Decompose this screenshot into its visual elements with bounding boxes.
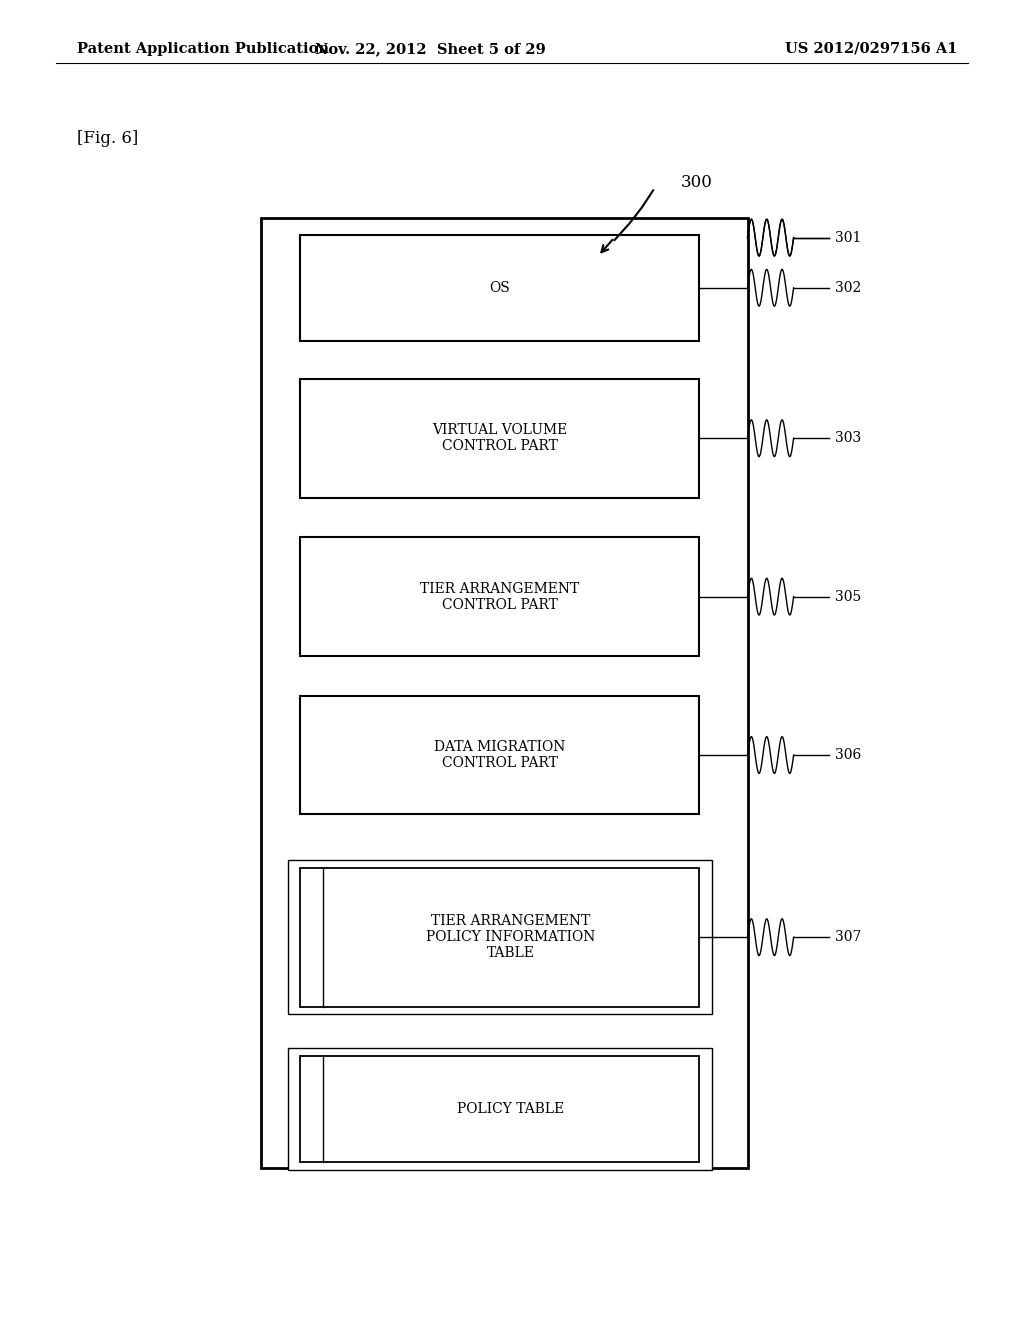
Text: 307: 307 — [835, 931, 861, 944]
Text: OS: OS — [489, 281, 510, 294]
Bar — [288, 861, 712, 1014]
Bar — [300, 869, 699, 1006]
Text: DATA MIGRATION
CONTROL PART: DATA MIGRATION CONTROL PART — [434, 741, 565, 770]
Text: TIER ARRANGEMENT
CONTROL PART: TIER ARRANGEMENT CONTROL PART — [420, 582, 580, 611]
Text: 302: 302 — [835, 281, 861, 294]
Text: US 2012/0297156 A1: US 2012/0297156 A1 — [785, 42, 957, 55]
Bar — [261, 218, 748, 1168]
Bar — [288, 1048, 712, 1170]
Text: VIRTUAL VOLUME
CONTROL PART: VIRTUAL VOLUME CONTROL PART — [432, 424, 567, 453]
Text: 305: 305 — [835, 590, 861, 603]
Text: TIER ARRANGEMENT
POLICY INFORMATION
TABLE: TIER ARRANGEMENT POLICY INFORMATION TABL… — [426, 913, 596, 961]
Bar — [300, 235, 699, 341]
Bar — [300, 696, 699, 814]
Bar — [300, 379, 699, 498]
Text: [Fig. 6]: [Fig. 6] — [77, 131, 138, 147]
Bar — [300, 537, 699, 656]
Bar — [300, 1056, 699, 1162]
Text: Patent Application Publication: Patent Application Publication — [77, 42, 329, 55]
Text: Nov. 22, 2012  Sheet 5 of 29: Nov. 22, 2012 Sheet 5 of 29 — [314, 42, 546, 55]
Text: 306: 306 — [835, 748, 861, 762]
Text: 303: 303 — [835, 432, 861, 445]
Text: 300: 300 — [681, 174, 713, 190]
Text: 301: 301 — [835, 231, 861, 244]
Text: POLICY TABLE: POLICY TABLE — [458, 1102, 564, 1115]
